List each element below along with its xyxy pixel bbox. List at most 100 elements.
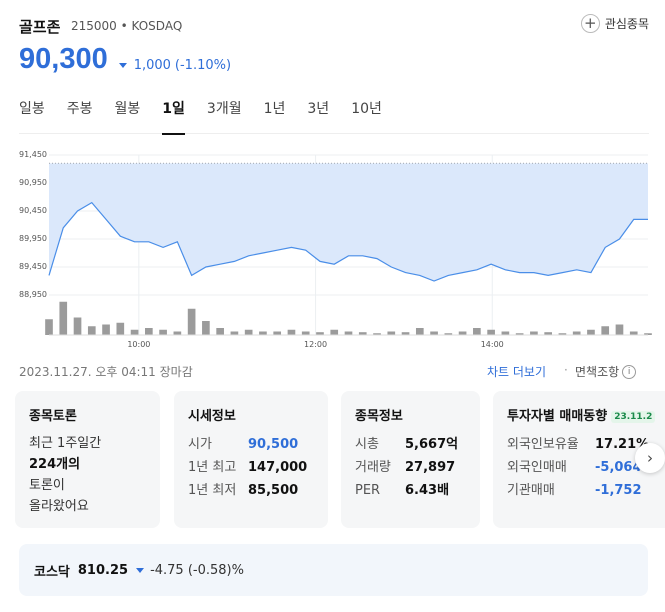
- volume-bar: [173, 331, 182, 335]
- discussion-body: 최근 1주일간 224개의 토론이 올라왔어요: [29, 433, 146, 517]
- index-value: 810.25: [77, 562, 129, 578]
- stockinfo-key: PER: [355, 483, 381, 498]
- tab-7[interactable]: 10년: [351, 101, 382, 117]
- stockinfo-value: 27,897: [405, 460, 456, 475]
- kosdaq-index-bar[interactable]: 코스닥 810.25 -4.75 (-0.58)%: [19, 544, 648, 596]
- investor-key: 외국인매매: [507, 460, 567, 475]
- quote-card[interactable]: 시세정보 시가 90,500 1년 최고 147,000 1년 최저 85,50…: [174, 391, 328, 528]
- investor-value: -5,064: [595, 460, 642, 475]
- volume-bar: [244, 329, 253, 335]
- volume-bar: [273, 331, 282, 335]
- volume-bar: [430, 331, 438, 335]
- chart-svg: [45, 154, 652, 336]
- stockinfo-key: 시총: [355, 437, 379, 452]
- chart-more-link[interactable]: 차트 더보기: [487, 365, 547, 379]
- investor-key: 외국인보유율: [507, 437, 579, 452]
- tab-1[interactable]: 주봉: [66, 101, 93, 117]
- investor-card[interactable]: 투자자별 매매동향 23.11.2 외국인보유율 17.21% 외국인매매 -5,…: [493, 391, 665, 528]
- investor-row: 기관매매 -1,752: [507, 479, 651, 502]
- investor-row: 외국인매매 -5,064: [507, 456, 651, 479]
- investor-row: 외국인보유율 17.21%: [507, 433, 651, 456]
- volume-bar: [444, 333, 453, 335]
- y-tick-label: 91,450: [19, 150, 47, 159]
- tab-4[interactable]: 3개월: [206, 101, 242, 117]
- tab-6[interactable]: 3년: [307, 101, 330, 117]
- y-tick-label: 89,450: [19, 262, 47, 271]
- price-area: [49, 163, 648, 281]
- discussion-card[interactable]: 종목토론 최근 1주일간 224개의 토론이 올라왔어요: [15, 391, 160, 528]
- volume-bar: [102, 324, 110, 335]
- stockinfo-card[interactable]: 종목정보 시총 5,667억 거래량 27,897 PER 6.43배: [341, 391, 480, 528]
- volume-bar: [259, 331, 267, 335]
- volume-bar: [202, 321, 210, 335]
- volume-bar: [572, 331, 581, 335]
- volume-bar: [344, 331, 353, 335]
- index-change: -4.75 (-0.58)%: [136, 563, 244, 578]
- volume-bar: [187, 308, 196, 335]
- stockinfo-value: 5,667억: [405, 437, 459, 452]
- x-tick-label: 10:00: [127, 340, 151, 349]
- quote-row-low: 1년 최저 85,500: [188, 479, 314, 502]
- stockinfo-row: 시총 5,667억: [355, 433, 466, 456]
- volume-bar: [415, 328, 424, 335]
- market-timestamp: 2023.11.27. 오후 04:11 장마감: [19, 365, 193, 379]
- period-tabs: 일봉 주봉 월봉 1일 3개월 1년 3년 10년: [19, 98, 649, 135]
- down-triangle-icon: [118, 63, 127, 68]
- y-tick-label: 88,950: [19, 290, 47, 299]
- volume-bar: [230, 331, 239, 335]
- volume-bar: [501, 331, 510, 335]
- price-chart: 91,450 90,950 90,450 89,950 89,450 88,950 10:…: [0, 145, 665, 349]
- quote-key: 시가: [188, 437, 212, 452]
- stock-header: 골프존 215000 • KOSDAQ + 관심종목: [19, 14, 649, 40]
- volume-bar: [587, 329, 595, 335]
- volume-bar: [601, 326, 610, 335]
- tab-5[interactable]: 1년: [263, 101, 286, 117]
- investor-title: 투자자별 매매동향 23.11.2: [507, 405, 656, 424]
- volume-bar: [301, 331, 310, 335]
- tab-0[interactable]: 일봉: [19, 101, 45, 117]
- stock-code-market: 215000 • KOSDAQ: [71, 19, 183, 33]
- volume-bar: [558, 333, 567, 335]
- price-line: [48, 201, 648, 282]
- tab-3[interactable]: 1일: [162, 98, 185, 135]
- volume-bar: [615, 324, 624, 335]
- volume-bar: [373, 333, 381, 335]
- quote-title: 시세정보: [188, 409, 236, 424]
- stockinfo-row: PER 6.43배: [355, 479, 466, 502]
- stockinfo-title: 종목정보: [355, 409, 403, 424]
- x-tick-label: 12:00: [304, 340, 328, 349]
- volume-bar: [401, 332, 410, 335]
- info-icon: i: [622, 364, 637, 379]
- investor-date-badge: 23.11.2: [611, 410, 656, 423]
- chevron-right-icon[interactable]: ›: [635, 443, 665, 473]
- quote-value: 147,000: [248, 460, 308, 475]
- quote-key: 1년 최저: [188, 483, 237, 498]
- volume-bar: [544, 332, 552, 335]
- discussion-line: 224개의: [29, 457, 81, 472]
- disclaimer-label: 면책조항: [575, 365, 620, 379]
- stockinfo-key: 거래량: [355, 460, 391, 475]
- volume-bar: [316, 332, 324, 335]
- stock-name: 골프존: [19, 18, 61, 36]
- tab-2[interactable]: 월봉: [114, 101, 141, 117]
- volume-bar: [73, 317, 82, 335]
- stockinfo-value: 6.43배: [405, 483, 450, 498]
- discussion-line: 올라왔어요: [29, 499, 89, 514]
- volume-bar: [45, 319, 53, 335]
- volume-bar: [358, 332, 367, 335]
- discussion-title: 종목토론: [29, 409, 77, 424]
- investor-value: -1,752: [595, 483, 642, 498]
- y-tick-label: 89,950: [19, 234, 47, 243]
- discussion-line: 토론이: [29, 478, 65, 493]
- volume-bar: [473, 328, 481, 335]
- volume-bar: [644, 333, 652, 335]
- change-percent: (-1.10%): [174, 58, 232, 73]
- volume-bar: [287, 329, 296, 335]
- volume-bar: [629, 331, 638, 335]
- volume-bar: [87, 326, 96, 335]
- disclaimer-link[interactable]: 면책조항 i: [575, 363, 637, 380]
- discussion-line: 최근 1주일간: [29, 436, 102, 451]
- quote-key: 1년 최고: [188, 460, 237, 475]
- watchlist-button[interactable]: + 관심종목: [580, 14, 649, 33]
- investor-value: 17.21%: [595, 437, 650, 452]
